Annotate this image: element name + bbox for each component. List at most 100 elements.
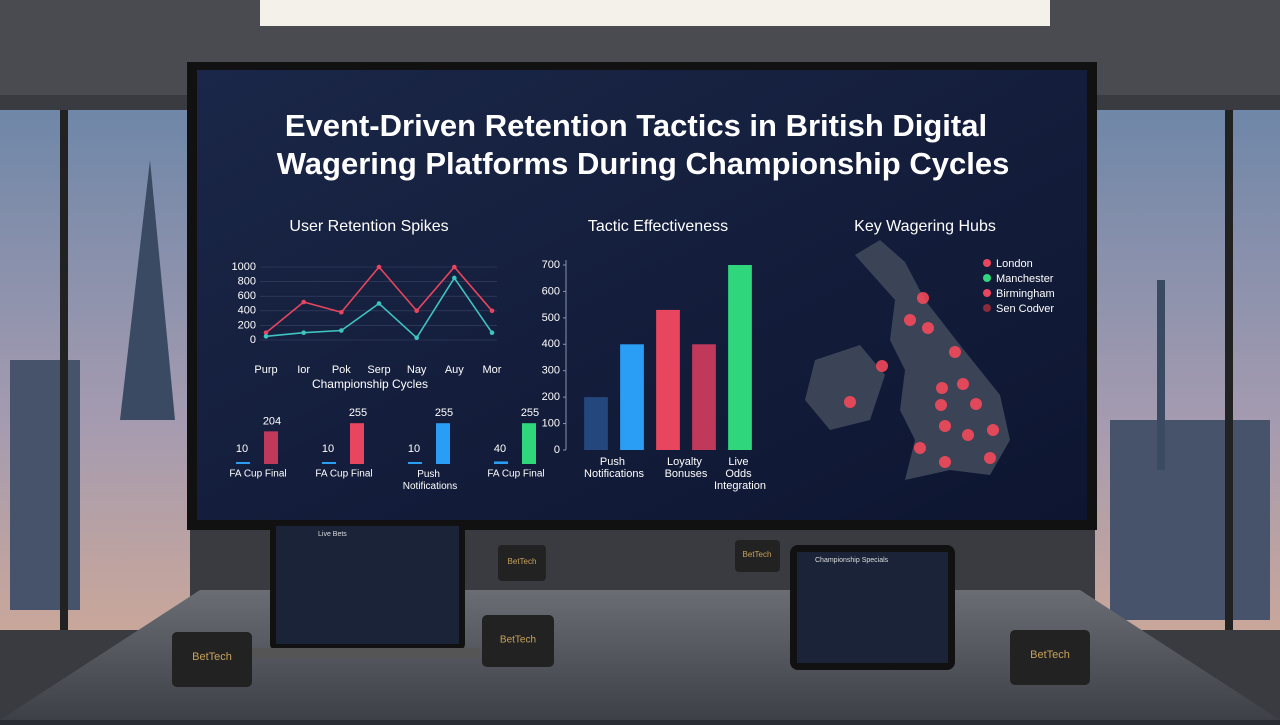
bar	[584, 397, 608, 450]
mini-high-value: 255	[435, 407, 453, 419]
point	[452, 264, 457, 270]
mini-bar-low	[494, 461, 508, 464]
y-tick-label: 400	[542, 338, 560, 350]
y-tick-label: 500	[542, 312, 560, 324]
point	[301, 330, 306, 336]
tower	[120, 160, 175, 420]
chart-title: User Retention Spikes	[289, 218, 448, 235]
laptop-base	[250, 648, 480, 658]
mini-bar-high	[436, 423, 450, 464]
mullion	[60, 110, 68, 630]
y-tick-label: 300	[542, 365, 560, 377]
mini-label: Push Notifications	[403, 469, 457, 492]
bar	[620, 344, 644, 450]
x-tick-label: Nay	[407, 364, 427, 376]
mini-label: FA Cup Final	[315, 469, 372, 480]
x-tick-label: Purp	[254, 364, 277, 376]
tablet-title: Championship Specials	[815, 557, 889, 564]
mini-low-value: 10	[322, 443, 334, 455]
x-tick-label: Loyalty Bonuses	[665, 456, 708, 480]
x-tick-label: Auy	[445, 364, 464, 376]
mini-high-value: 255	[521, 407, 539, 419]
y-tick-label: 700	[542, 259, 560, 271]
laptop-screen	[276, 526, 459, 644]
point	[489, 308, 495, 314]
y-tick-label: 200	[542, 391, 560, 403]
mini-bar-high	[264, 431, 278, 464]
tower	[1157, 280, 1165, 470]
point	[376, 264, 382, 270]
laptop-title: Live Bets	[318, 531, 347, 538]
point	[489, 330, 495, 336]
y-tick-label: 600	[238, 290, 256, 302]
point	[263, 334, 269, 339]
x-tick-label: Ior	[297, 364, 310, 376]
mini-bar-low	[322, 462, 336, 464]
mini-high-value: 204	[263, 415, 281, 427]
title-line: Wagering Platforms During Championship C…	[277, 146, 1010, 181]
mini-bar-high	[522, 423, 536, 464]
x-axis-label: Championship Cycles	[312, 377, 428, 391]
building	[10, 360, 80, 610]
legend-dot	[983, 289, 991, 297]
mini-bar-low	[408, 462, 422, 464]
x-tick-label: Live Odds Integration	[714, 456, 766, 492]
mullion	[1225, 110, 1233, 630]
map-ireland	[805, 345, 885, 430]
mugs: BetTech BetTech BetTech BetTech BetTech	[172, 540, 1090, 687]
x-tick-label: Push Notifications	[584, 456, 644, 480]
point	[376, 301, 382, 306]
y-tick-label: 600	[542, 285, 560, 297]
mini-label: FA Cup Final	[229, 469, 286, 480]
mini-low-value: 10	[236, 443, 248, 455]
mini-low-value: 10	[408, 443, 420, 455]
mug-brand: BetTech	[1030, 649, 1070, 661]
building	[1110, 420, 1270, 620]
map-title: Key Wagering Hubs	[854, 218, 996, 235]
bar	[692, 344, 716, 450]
bar	[656, 309, 680, 450]
ceiling-light	[260, 0, 1050, 26]
mini-label: FA Cup Final	[487, 469, 544, 480]
point	[263, 330, 269, 336]
legend-dot	[983, 259, 991, 267]
bar	[728, 265, 752, 450]
point	[452, 275, 457, 281]
mug-brand: BetTech	[500, 635, 536, 646]
point	[339, 328, 344, 333]
y-tick-label: 200	[238, 319, 256, 331]
x-tick-label: Mor	[483, 364, 502, 376]
legend-label: London	[996, 258, 1033, 270]
y-tick-label: 1000	[232, 261, 256, 273]
point	[414, 308, 419, 314]
y-tick-label: 400	[238, 305, 256, 317]
point	[339, 309, 344, 315]
title-line: Event-Driven Retention Tactics in Britis…	[285, 108, 987, 143]
point	[414, 335, 419, 341]
legend-label: Manchester	[996, 273, 1054, 285]
mini-bar-high	[350, 423, 364, 464]
mug-brand: BetTech	[508, 557, 537, 566]
tablet-screen	[797, 552, 948, 663]
x-tick-label: Serp	[367, 364, 390, 376]
mini-high-value: 255	[349, 407, 367, 419]
y-tick-label: 800	[238, 276, 256, 288]
mug-brand: BetTech	[743, 550, 772, 559]
legend-label: Birmingham	[996, 288, 1055, 300]
chart-title: Tactic Effectiveness	[588, 218, 728, 235]
mini-low-value: 40	[494, 443, 506, 455]
map-dots	[844, 292, 999, 468]
y-tick-label: 100	[542, 417, 560, 429]
legend-dot	[983, 274, 991, 282]
legend-dot	[983, 304, 991, 312]
map-gb	[855, 240, 1010, 480]
mug-brand: BetTech	[192, 651, 232, 663]
y-tick-label: 0	[250, 334, 256, 346]
point	[301, 299, 306, 305]
mini-bar-low	[236, 462, 250, 464]
x-tick-label: Pok	[332, 364, 351, 376]
legend-label: Sen Codver	[996, 303, 1054, 315]
y-tick-label: 0	[554, 444, 560, 456]
